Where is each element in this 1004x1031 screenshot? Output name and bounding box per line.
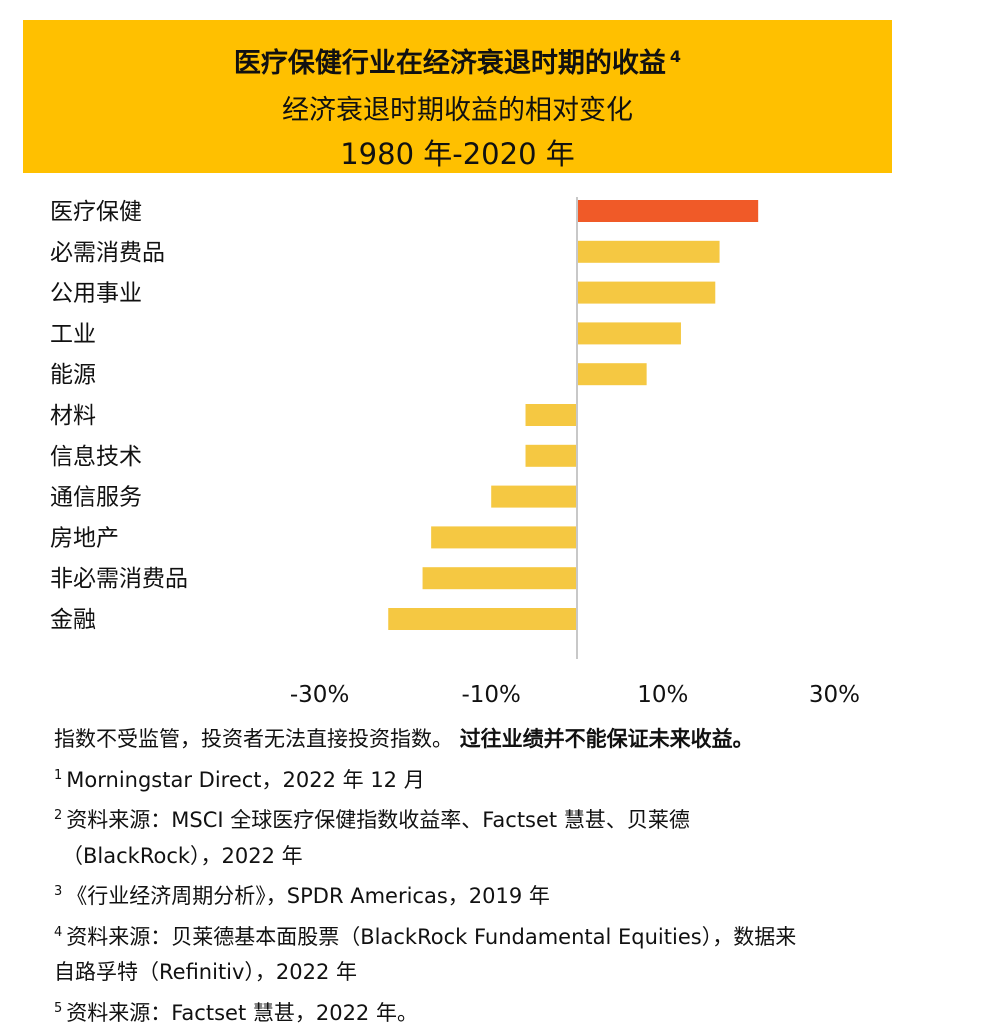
x-tick-label: 30%	[809, 682, 860, 708]
footnote-number: 4	[54, 925, 62, 940]
footnote-number: 5	[54, 1001, 62, 1016]
footnote-2: 2 资料来源：MSCI 全球医疗保健指数收益率、Factset 慧甚、贝莱德	[54, 798, 984, 839]
category-label: 金融	[50, 607, 96, 633]
category-label: 信息技术	[50, 444, 142, 470]
disclaimer: 指数不受监管，投资者无法直接投资指数。 过往业绩并不能保证未来收益。	[54, 722, 984, 758]
bar-10	[388, 608, 577, 630]
bar-5	[526, 404, 577, 426]
bar-1	[578, 241, 720, 263]
category-label: 必需消费品	[50, 240, 165, 266]
footnote-text: 《行业经济周期分析》，SPDR Americas，2019 年	[66, 884, 550, 908]
bar-8	[431, 526, 577, 548]
category-label: 非必需消费品	[50, 566, 188, 592]
bar-2	[578, 282, 715, 304]
chart-period: 1980 年-2020 年	[23, 131, 892, 173]
footnote-4-continued: 自路孚特（Refinitiv），2022 年	[54, 955, 984, 991]
bar-9	[423, 567, 577, 589]
title-footnote-ref: 4	[670, 47, 681, 66]
footnote-text: 资料来源：MSCI 全球医疗保健指数收益率、Factset 慧甚、贝莱德	[66, 808, 690, 832]
footnote-2-continued: （BlackRock），2022 年	[54, 839, 984, 875]
footnote-text: 资料来源：贝莱德基本面股票（BlackRock Fundamental Equi…	[66, 925, 796, 949]
footnote-number: 2	[54, 808, 62, 823]
footnote-text: 资料来源：Factset 慧甚，2022 年。	[66, 1001, 418, 1025]
x-tick-label: 10%	[637, 682, 688, 708]
bar-0	[578, 200, 758, 222]
footnote-number: 1	[54, 768, 62, 783]
category-label: 房地产	[50, 525, 119, 551]
disclaimer-bold-text: 过往业绩并不能保证未来收益。	[460, 727, 754, 751]
footnote-4: 4 资料来源：贝莱德基本面股票（BlackRock Fundamental Equ…	[54, 915, 984, 956]
bar-4	[578, 363, 647, 385]
category-label: 工业	[50, 321, 96, 347]
category-label: 通信服务	[50, 485, 142, 511]
bar-3	[578, 322, 681, 344]
chart-title-text: 医疗保健行业在经济衰退时期的收益	[234, 48, 666, 79]
chart-subtitle: 经济衰退时期收益的相对变化	[23, 88, 892, 127]
footnote-1: 1 Morningstar Direct，2022 年 12 月	[54, 758, 984, 799]
category-label: 医疗保健	[50, 199, 142, 225]
disclaimer-text: 指数不受监管，投资者无法直接投资指数。	[54, 727, 453, 751]
x-tick-label: -30%	[290, 682, 349, 708]
bar-7	[491, 486, 577, 508]
footnote-3: 3 《行业经济周期分析》，SPDR Americas，2019 年	[54, 874, 984, 915]
category-label: 材料	[50, 403, 96, 429]
footnotes: 指数不受监管，投资者无法直接投资指数。 过往业绩并不能保证未来收益。 1 Morn…	[54, 722, 984, 1031]
category-label: 公用事业	[50, 281, 142, 307]
bar-6	[526, 445, 577, 467]
footnote-number: 3	[54, 884, 62, 899]
footnote-5: 5 资料来源：Factset 慧甚，2022 年。	[54, 991, 984, 1031]
category-label: 能源	[50, 362, 96, 388]
footnote-text: Morningstar Direct，2022 年 12 月	[66, 768, 424, 792]
x-tick-label: -10%	[461, 682, 520, 708]
